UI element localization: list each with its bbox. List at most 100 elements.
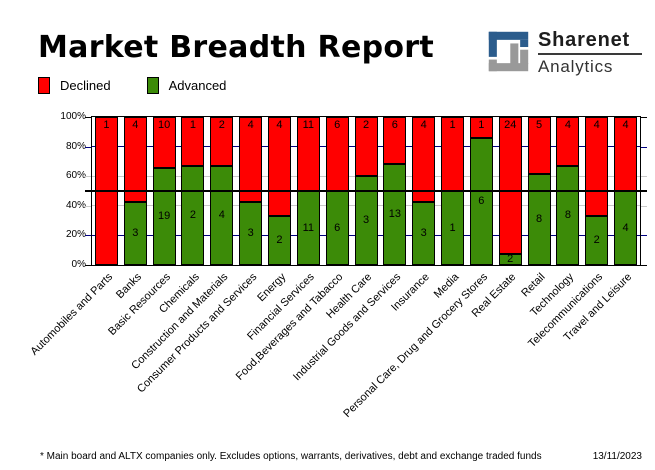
bar-advanced-segment: 8 — [527, 173, 551, 265]
y-axis-tick-label: 20% — [65, 229, 86, 241]
axis-tick — [85, 117, 91, 118]
logo-name: Sharenet — [538, 29, 630, 51]
legend-swatch-declined — [38, 77, 50, 94]
bar-value-label: 5 — [535, 119, 543, 131]
bar-declined-segment: 6 — [325, 117, 349, 191]
bar-advanced-segment: 4 — [614, 191, 638, 265]
bar-advanced-segment: 3 — [123, 201, 147, 265]
bar-value-label: 19 — [157, 210, 171, 222]
axis-tick — [85, 205, 91, 207]
logo-sub: Analytics — [538, 57, 614, 76]
bar-declined-segment: 5 — [527, 117, 551, 174]
x-axis-label: Automobiles and Parts — [28, 271, 115, 358]
bar-advanced-segment: 2 — [585, 215, 609, 265]
bar-declined-segment: 1 — [469, 117, 493, 139]
bar-value-label: 4 — [132, 119, 139, 131]
bar-advanced-segment: 13 — [383, 163, 407, 265]
bar-value-label: 8 — [535, 212, 543, 225]
bar-value-label: 2 — [218, 119, 225, 131]
bar-value-label: 4 — [218, 209, 225, 222]
footnote: * Main board and ALTX companies only. Ex… — [40, 451, 542, 462]
fifty-percent-line — [92, 190, 640, 192]
bar-value-label: 3 — [362, 214, 370, 227]
sharenet-logo-icon — [488, 31, 529, 72]
axis-tick — [641, 176, 647, 178]
bar-value-label: 1 — [449, 119, 456, 131]
bar-value-label: 11 — [302, 221, 315, 234]
logo-text: Sharenet Analytics — [538, 30, 642, 77]
bar-declined-segment: 24 — [498, 117, 522, 254]
bar-value-label: 2 — [593, 233, 600, 246]
axis-tick — [641, 190, 647, 192]
bar-value-label: 11 — [302, 119, 315, 131]
bar-advanced-segment: 6 — [325, 191, 349, 265]
axis-tick — [641, 146, 647, 148]
sharenet-logo: Sharenet Analytics — [487, 30, 642, 77]
bar-declined-segment: 4 — [585, 117, 609, 216]
bar-value-label: 2 — [189, 209, 196, 222]
bar-value-label: 4 — [622, 221, 629, 234]
axis-tick — [641, 265, 647, 266]
bar-declined-segment: 4 — [123, 117, 147, 202]
bar-value-label: 3 — [132, 226, 139, 239]
bar-advanced-segment: 2 — [267, 215, 291, 265]
bar-value-label: 24 — [504, 119, 517, 131]
bar-declined-segment: 1 — [441, 117, 465, 191]
axis-tick — [85, 146, 91, 148]
bar-value-label: 10 — [157, 119, 171, 131]
bar-group: 10 19 — [152, 117, 176, 265]
bar-value-label: 4 — [622, 119, 629, 131]
bar-advanced-segment: 6 — [469, 138, 493, 265]
plot-area: 1 4 3 10 19 1 2 2 4 4 3 4 2 11 11 6 6 2 3 6 13 4 3 1 1 1 6 24 2 5 8 4 8 4… — [91, 116, 641, 266]
bar-advanced-segment: 8 — [556, 166, 580, 265]
bar-value-label: 2 — [362, 119, 370, 131]
bar-value-label: 3 — [247, 226, 254, 239]
bar-value-label: 3 — [420, 226, 427, 239]
axis-tick — [85, 190, 91, 192]
bar-advanced-segment: 3 — [354, 176, 378, 265]
y-axis-tick-label: 0% — [71, 259, 86, 270]
legend-item-declined: Declined — [38, 77, 111, 94]
bar-declined-segment: 4 — [614, 117, 638, 191]
bar-value-label: 4 — [276, 119, 283, 131]
bar-declined-segment: 11 — [296, 117, 320, 191]
bar-value-label: 4 — [593, 119, 600, 131]
bar-declined-segment: 4 — [412, 117, 436, 202]
bar-value-label: 1 — [103, 119, 110, 131]
bar-value-label: 2 — [507, 252, 514, 265]
axis-tick — [85, 176, 91, 178]
report-date: 13/11/2023 — [592, 451, 642, 462]
bar-declined-segment: 4 — [556, 117, 580, 167]
bar-declined-segment: 2 — [210, 117, 234, 167]
bar-value-label: 1 — [189, 119, 196, 131]
bar-value-label: 6 — [478, 195, 485, 208]
bar-value-label: 2 — [276, 233, 283, 246]
bar-advanced-segment: 2 — [181, 166, 205, 265]
bar-advanced-segment: 1 — [441, 191, 465, 265]
bar-declined-segment: 6 — [383, 117, 407, 164]
bar-advanced-segment: 3 — [239, 201, 263, 265]
bar-advanced-segment: 3 — [412, 201, 436, 265]
bar-value-label: 8 — [564, 209, 571, 222]
bar-declined-segment: 10 — [152, 117, 176, 169]
bar-group: 6 13 — [383, 117, 407, 265]
y-axis-tick-label: 80% — [65, 140, 86, 152]
report-title: Market Breadth Report — [38, 30, 435, 65]
bar-declined-segment: 4 — [239, 117, 263, 202]
bar-value-label: 1 — [478, 119, 485, 131]
axis-tick — [85, 235, 91, 237]
bar-value-label: 4 — [564, 119, 571, 131]
axis-tick — [641, 235, 647, 237]
bar-declined-segment: 2 — [354, 117, 378, 177]
bar-advanced-segment: 4 — [210, 166, 234, 265]
